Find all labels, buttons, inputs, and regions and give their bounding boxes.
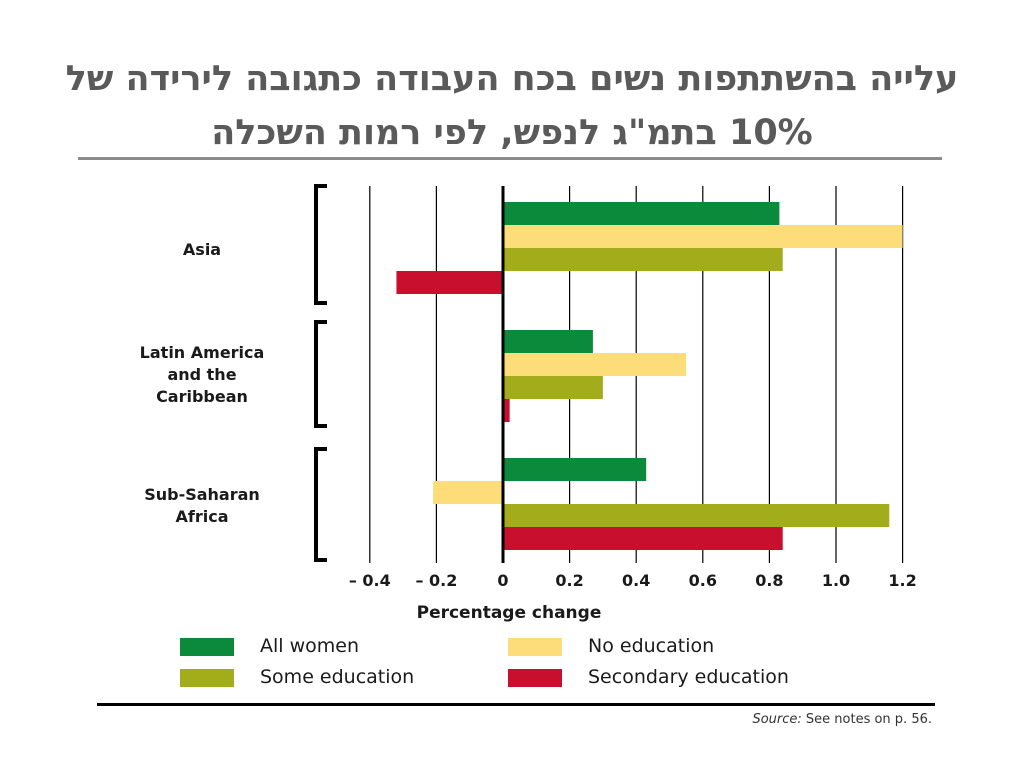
bar-all-women — [503, 458, 647, 481]
category-label: Sub-Saharan — [144, 485, 260, 504]
category-label: Caribbean — [156, 387, 248, 406]
legend-label: Some education — [260, 666, 415, 688]
x-tick-label: 0.8 — [755, 571, 783, 590]
category-label: Asia — [183, 240, 221, 259]
bar-all-women — [503, 202, 780, 225]
bar-no-education — [503, 225, 903, 248]
group-bracket — [314, 447, 327, 562]
legend-swatch — [180, 669, 234, 687]
group-bracket — [314, 184, 327, 305]
legend-label: Secondary education — [588, 666, 789, 688]
slide-title: עלייה בהשתתפות נשים בכח העבודה כתגובה לי… — [65, 59, 959, 153]
x-tick-label: – 0.4 — [349, 571, 391, 590]
x-tick-label: 0 — [497, 571, 508, 590]
bar-secondary-education — [396, 271, 503, 294]
category-label: Latin America — [140, 343, 265, 362]
x-tick-label: 0.2 — [555, 571, 583, 590]
bar-no-education — [433, 481, 503, 504]
bar-secondary-education — [503, 399, 510, 422]
legend-label: All women — [260, 635, 359, 657]
source-label: Source: — [752, 712, 802, 727]
bar-secondary-education — [503, 527, 783, 550]
title-divider — [78, 157, 942, 160]
x-tick-label: 1.0 — [822, 571, 850, 590]
category-label: and the — [167, 365, 236, 384]
bar-some-education — [503, 504, 890, 527]
category-label: Africa — [176, 507, 229, 526]
bottom-divider — [97, 703, 935, 706]
legend-swatch — [508, 638, 562, 656]
source-text: See notes on p. 56. — [805, 712, 932, 727]
bar-chart: Asia Latin America and the Caribbean Sub-Sah… — [140, 184, 917, 623]
bar-some-education — [503, 248, 783, 271]
source-note: Source: See notes on p. 56. — [752, 712, 932, 727]
x-axis-label: Percentage change — [417, 603, 602, 623]
x-tick-label: – 0.2 — [415, 571, 457, 590]
bar-some-education — [503, 376, 603, 399]
bar-all-women — [503, 330, 593, 353]
legend-label: No education — [588, 635, 715, 657]
group-bracket — [314, 320, 327, 428]
x-tick-label: 1.2 — [888, 571, 916, 590]
x-tick-label: 0.6 — [689, 571, 717, 590]
x-tick-label: 0.4 — [622, 571, 650, 590]
legend-swatch — [508, 669, 562, 687]
legend-swatch — [180, 638, 234, 656]
bar-no-education — [503, 353, 687, 376]
